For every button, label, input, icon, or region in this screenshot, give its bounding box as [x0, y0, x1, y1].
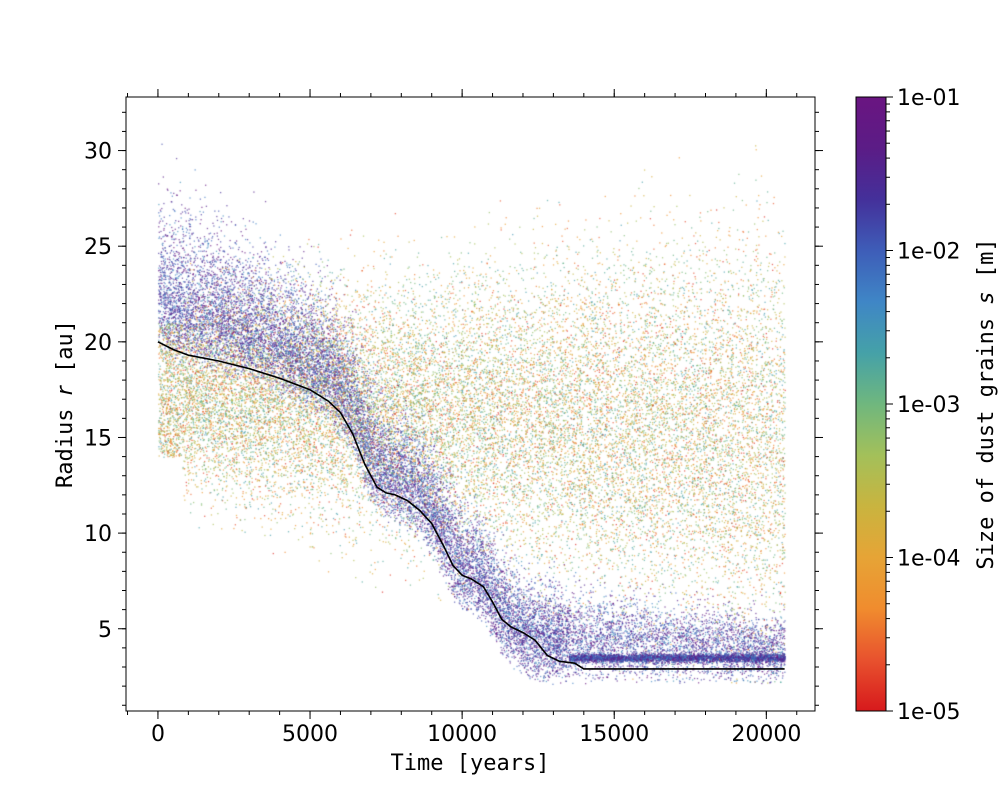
colorbar-label-prefix: Size of dust grains [974, 305, 999, 570]
y-axis-label-prefix: Radius [53, 395, 78, 488]
mean-track-line [157, 341, 785, 670]
x-tick-label: 0 [151, 722, 165, 747]
colorbar-label: Size of dust grains s [m] [974, 238, 999, 569]
colorbar-tick-label: 1e-01 [897, 86, 960, 111]
y-tick-label: 30 [84, 140, 112, 165]
y-tick-label: 15 [84, 426, 112, 451]
colorbar-tick-label: 1e-02 [897, 240, 960, 265]
y-tick-label: 5 [98, 618, 112, 643]
x-axis-ticks: 0 5000 10000 15000 20000 [151, 89, 801, 747]
y-tick-label: 20 [84, 331, 112, 356]
y-axis-label-var: r [53, 384, 78, 395]
colorbar-label-var: s [974, 291, 999, 304]
colorbar-ticks: 1e-05 1e-04 1e-03 1e-02 1e-01 [886, 86, 960, 725]
y-axis-label-unit: [au] [53, 320, 78, 386]
x-tick-label: 15000 [579, 722, 649, 747]
colorbar-tick-label: 1e-03 [897, 393, 960, 418]
mean-radius-track [157, 341, 785, 670]
colorbar [855, 96, 887, 712]
colorbar-tick-label: 1e-05 [897, 700, 960, 725]
colorbar-tick-label: 1e-04 [897, 547, 960, 572]
y-tick-label: 25 [84, 235, 112, 260]
x-axis-label: Time [years] [391, 751, 550, 776]
y-axis-ticks: 5 10 15 20 25 30 [84, 140, 823, 643]
plot-area-border [125, 96, 816, 712]
x-tick-label: 10000 [427, 722, 497, 747]
colorbar-label-unit: [m] [974, 238, 999, 291]
y-tick-label: 10 [84, 522, 112, 547]
y-axis-label: Radius r [au] [53, 320, 78, 488]
x-tick-label: 20000 [731, 722, 801, 747]
x-tick-label: 5000 [282, 722, 338, 747]
axes-frame [122, 93, 819, 715]
